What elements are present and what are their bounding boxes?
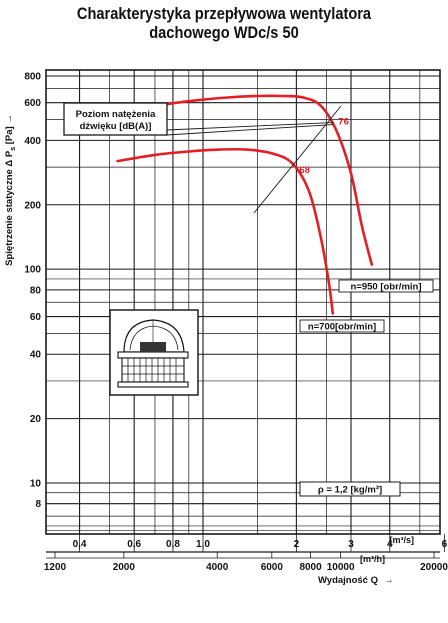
x-tick-label-m3s: 4: [387, 539, 393, 550]
series-label-950: n=950 [obr/min]: [351, 282, 422, 293]
curves: [116, 94, 374, 315]
y-tick-label: 20: [30, 414, 42, 425]
y-tick-label: 60: [30, 312, 42, 323]
noise-point-label-76: 76: [338, 117, 349, 128]
y-tick-label: 400: [24, 136, 41, 147]
y-tick-label: 800: [24, 72, 41, 83]
y-tick-label: 8: [35, 499, 41, 510]
noise-label-line-1: Poziom natężenia: [76, 109, 156, 120]
chart-title-line-1: Charakterystyka przepływowa wentylatora: [76, 4, 372, 23]
y-tick-label: 600: [24, 98, 41, 109]
x-tick-label-m3h: 8000: [299, 562, 322, 573]
y-axis-label: Spiętrzenie statyczne Δ Ps [Pa] →: [4, 114, 17, 266]
x-tick-label-m3s: 2: [294, 539, 300, 550]
series-line-0: [153, 94, 374, 266]
x-axis-label: Wydajność Q: [318, 575, 378, 586]
density-label: ρ = 1,2 [kg/m³]: [318, 485, 382, 496]
x-tick-label-m3s: 0,6: [127, 539, 141, 550]
noise-label-box: [63, 102, 168, 136]
noise-pointer-line: [166, 124, 334, 136]
x-tick-label-m3h: 20000: [420, 562, 448, 573]
iso-noise-line: [253, 105, 342, 214]
density-label-box: [299, 481, 401, 497]
axis-labels: 8 10 20 40 60 80 100 200 400 600 800 0,4 0,6 0,8 1,0 2 3…: [4, 72, 448, 587]
x-tick-label-m3s: 6: [442, 539, 448, 550]
noise-label-line-2: dźwięku [dB(A)]: [80, 121, 152, 132]
x-tick-label-m3s: 0,4: [73, 539, 87, 550]
x-tick-label-m3s: 0,8: [166, 539, 180, 550]
series-label-box-700: [299, 319, 385, 333]
noise-pointer-line: [166, 122, 334, 131]
x-axis-arrow: →: [384, 575, 394, 586]
y-tick-label: 200: [24, 200, 41, 211]
chart-title-line-2: dachowego WDc/s 50: [149, 23, 299, 42]
y-tick-label: 80: [30, 285, 42, 296]
x-tick-label-m3h: 6000: [261, 562, 284, 573]
y-tick-label: 40: [30, 350, 42, 361]
x-tick-label-m3h: 10000: [327, 562, 355, 573]
x-unit-m3h: [m³/h]: [360, 554, 385, 564]
y-tick-label: 100: [24, 265, 41, 276]
noise-point-label-68: 68: [299, 165, 310, 176]
y-tick-label: 10: [30, 479, 42, 490]
series-line-1: [116, 147, 335, 315]
chart-title: Charakterystyka przepływowa wentylatora …: [31, 4, 416, 42]
annotations: n=950 [obr/min] n=700[obr/min] Poziom natę…: [63, 102, 434, 497]
x-tick-label-m3h: 4000: [206, 562, 229, 573]
x-unit-m3s: [m³/s]: [390, 535, 415, 545]
x-tick-label-m3s: 3: [348, 539, 354, 550]
fan-illustration: [109, 309, 199, 396]
x-tick-label-m3s: 1,0: [196, 539, 210, 550]
series-label-box-950: [338, 279, 434, 293]
x-tick-label-m3h: 1200: [44, 562, 67, 573]
x-tick-label-m3h: 2000: [113, 562, 136, 573]
series-label-700: n=700[obr/min]: [308, 322, 376, 333]
